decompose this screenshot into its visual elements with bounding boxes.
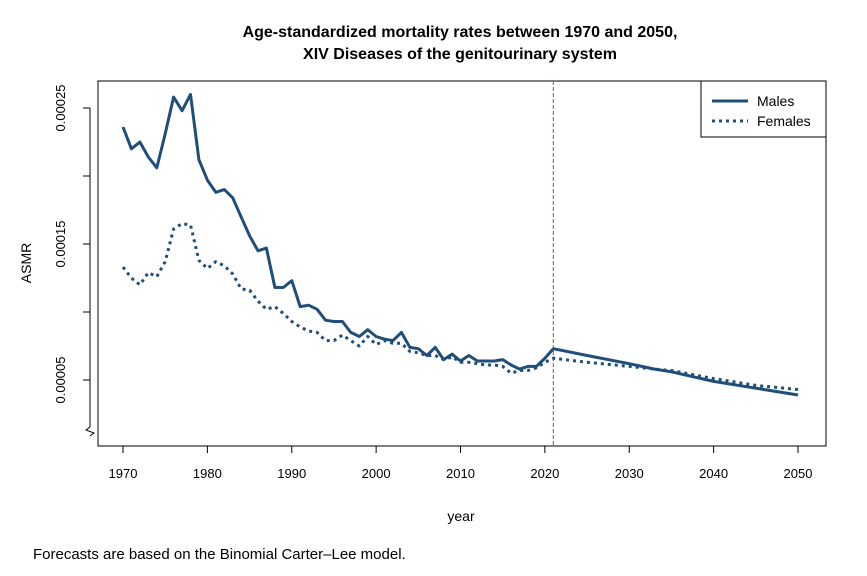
legend-label-females: Females — [757, 113, 811, 129]
y-axis-label: ASMR — [18, 243, 34, 283]
x-tick-label: 1990 — [277, 466, 306, 481]
y-tick-label: 0.00015 — [53, 221, 68, 268]
series-line-males — [121, 92, 799, 397]
y-tick-label: 0.00005 — [53, 357, 68, 404]
x-tick-label: 2040 — [699, 466, 728, 481]
x-tick-label: 1980 — [193, 466, 222, 481]
chart-title-line1: Age-standardized mortality rates between… — [243, 24, 678, 41]
x-tick-label: 1970 — [109, 466, 138, 481]
x-tick-label: 2030 — [615, 466, 644, 481]
chart-title-line2: XIV Diseases of the genitourinary system — [303, 46, 617, 63]
x-tick-label: 2000 — [362, 466, 391, 481]
x-tick-label: 2020 — [530, 466, 559, 481]
series-layer — [121, 92, 799, 397]
x-tick-label: 2010 — [446, 466, 475, 481]
footnote: Forecasts are based on the Binomial Cart… — [33, 546, 406, 563]
y-axis-break-mark — [84, 426, 96, 437]
y-tick-label: 0.00025 — [53, 85, 68, 132]
series-line-females — [121, 222, 799, 391]
legend-label-males: Males — [757, 93, 794, 109]
axis-layer: 1970 1980 1990 2000 2010 2020 2030 2040 2050 0.00… — [53, 85, 812, 482]
x-tick-label: 2050 — [784, 466, 813, 481]
legend: Males Females — [700, 80, 827, 138]
legend-box — [700, 80, 827, 138]
x-axis-label: year — [447, 508, 475, 524]
